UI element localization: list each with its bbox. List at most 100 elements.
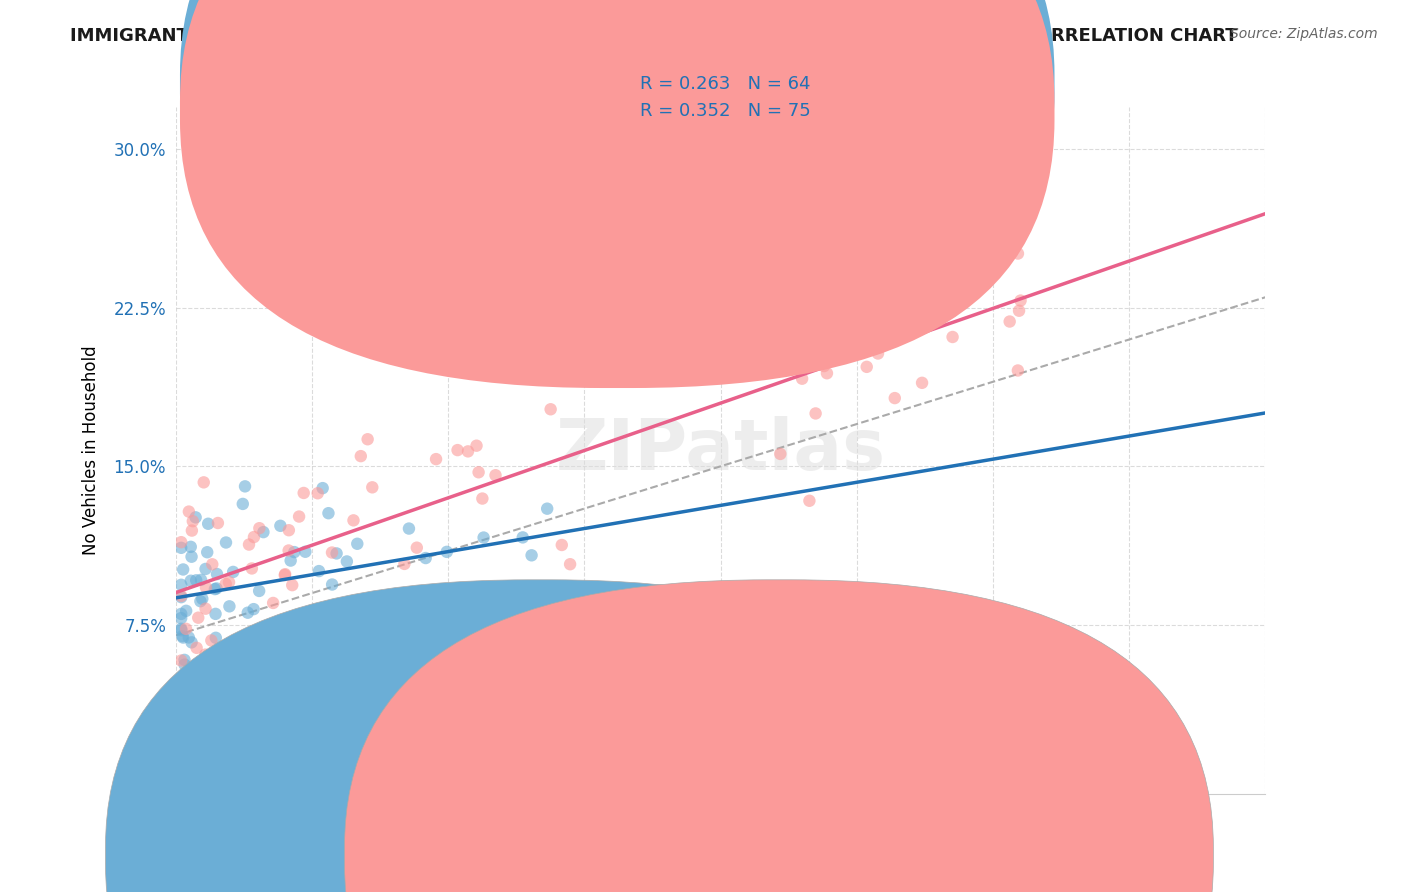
Point	[174, 622, 197, 636]
Point	[446, 443, 468, 458]
Point	[174, 713, 197, 727]
Point	[465, 439, 488, 453]
Point	[186, 640, 208, 655]
Point	[311, 481, 333, 495]
Point	[218, 575, 240, 590]
Point	[398, 522, 420, 536]
Point	[942, 330, 965, 344]
Point	[277, 523, 299, 537]
Point	[177, 631, 200, 645]
Point	[457, 444, 479, 458]
Point	[540, 402, 562, 417]
Point	[215, 577, 238, 591]
Point	[204, 582, 226, 596]
Point	[209, 642, 232, 657]
Point	[342, 513, 364, 527]
Point	[184, 510, 207, 524]
Point	[799, 493, 821, 508]
Point	[207, 516, 229, 530]
Point	[512, 530, 534, 544]
Point	[186, 574, 208, 588]
Point	[536, 501, 558, 516]
Point	[170, 578, 193, 592]
Point	[252, 525, 274, 540]
Point	[346, 537, 368, 551]
Point	[194, 581, 217, 595]
Point	[200, 633, 222, 648]
Point	[283, 545, 305, 559]
Point	[308, 564, 330, 578]
Point	[321, 545, 343, 559]
Point	[170, 654, 193, 668]
Point	[191, 591, 214, 606]
Point	[170, 541, 193, 555]
Point	[197, 516, 219, 531]
Point	[274, 567, 297, 582]
Text: ZIPatlas: ZIPatlas	[555, 416, 886, 485]
Point	[292, 486, 315, 500]
Point	[170, 611, 193, 625]
Point	[294, 545, 316, 559]
Point	[233, 479, 256, 493]
Point	[281, 578, 304, 592]
Point	[806, 291, 828, 305]
Point	[815, 366, 838, 380]
Point	[274, 568, 297, 582]
Point	[405, 595, 427, 609]
Point	[218, 599, 240, 614]
Point	[193, 475, 215, 490]
Point	[180, 574, 202, 588]
Point	[769, 447, 792, 461]
Point	[361, 480, 384, 494]
Point	[727, 349, 749, 363]
Point	[389, 616, 412, 631]
Point	[180, 524, 202, 538]
Point	[911, 376, 934, 390]
Point	[804, 406, 827, 420]
Point	[526, 579, 548, 593]
Point	[394, 557, 416, 571]
Point	[170, 681, 193, 696]
Point	[222, 565, 245, 579]
Point	[177, 505, 200, 519]
Point	[998, 314, 1021, 328]
Point	[195, 545, 218, 559]
Point	[558, 558, 581, 572]
Text: 0.0%: 0.0%	[176, 811, 218, 829]
Point	[204, 631, 226, 645]
Point	[627, 265, 650, 279]
Point	[336, 554, 359, 568]
Point	[307, 486, 329, 500]
Point	[170, 607, 193, 621]
Point	[194, 562, 217, 576]
Point	[247, 583, 270, 598]
Point	[855, 359, 877, 374]
Point	[173, 699, 195, 714]
Point	[172, 562, 194, 576]
Point	[243, 530, 266, 544]
Text: Immigrants from Jordan: Immigrants from Jordan	[522, 847, 744, 865]
Point	[269, 518, 291, 533]
Point	[190, 573, 212, 587]
Point	[180, 549, 202, 564]
Point	[180, 540, 202, 554]
Text: Source: ZipAtlas.com: Source: ZipAtlas.com	[1230, 27, 1378, 41]
Point	[173, 653, 195, 667]
Point	[1010, 293, 1032, 308]
Point	[866, 346, 889, 360]
Point	[173, 657, 195, 672]
Point	[425, 452, 447, 467]
Point	[174, 604, 197, 618]
Point	[180, 635, 202, 649]
Point	[267, 616, 290, 631]
Point	[172, 631, 194, 645]
Point	[181, 514, 204, 528]
Point	[295, 657, 318, 671]
Point	[721, 255, 744, 269]
Point	[321, 577, 343, 591]
Point	[204, 607, 226, 621]
Point	[813, 359, 835, 373]
Point	[288, 509, 311, 524]
Point	[883, 391, 905, 405]
Point	[194, 601, 217, 615]
